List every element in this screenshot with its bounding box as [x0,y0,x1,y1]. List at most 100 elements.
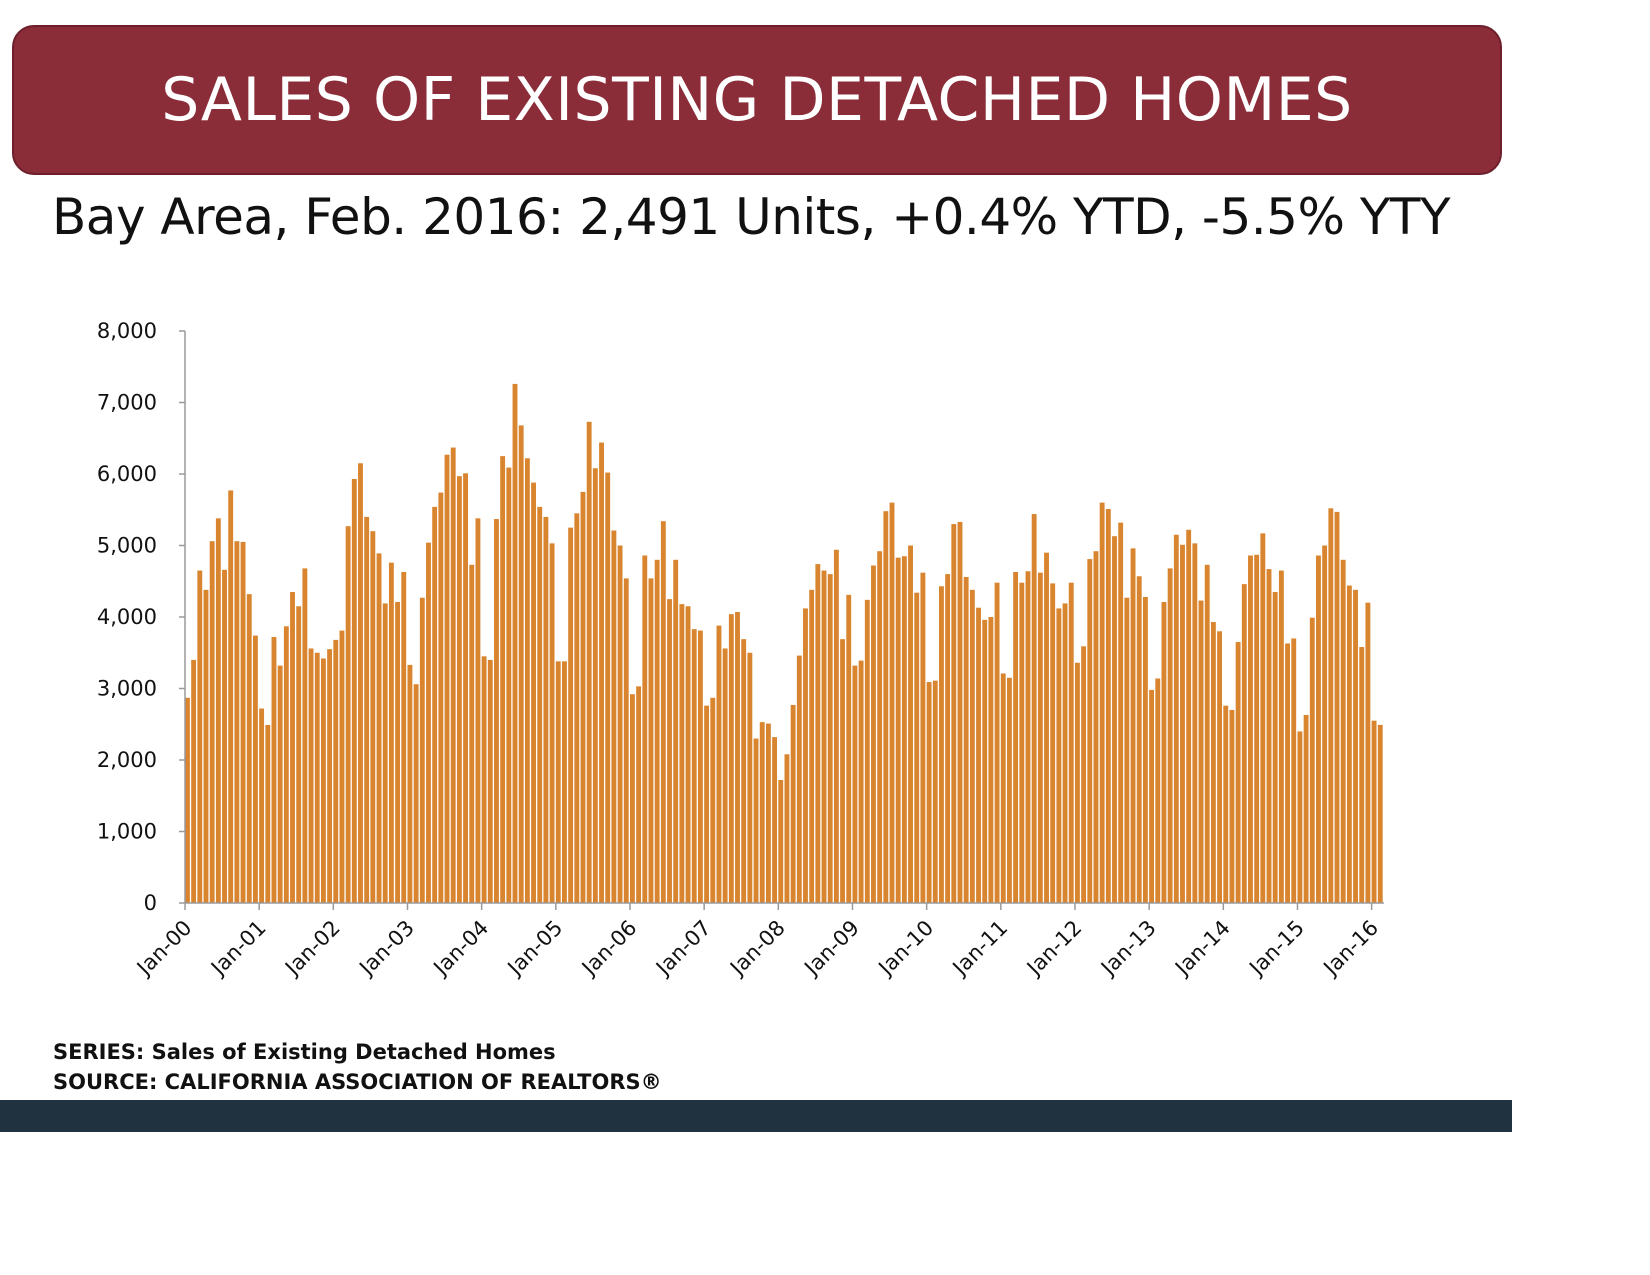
bar-Jun-14 [1254,554,1260,903]
bar-Dec-03 [475,518,481,903]
bar-Jun-09 [883,511,889,903]
x-tick-label: Jan-02 [279,916,345,982]
bar-Apr-14 [1241,584,1247,903]
source-note: SOURCE: CALIFORNIA ASSOCIATION OF REALTO… [53,1070,662,1094]
bar-Mar-10 [939,586,944,903]
bar-Apr-05 [574,513,580,903]
bar-Oct-15 [1353,589,1358,903]
bar-Jun-12 [1105,509,1111,903]
bar-Oct-05 [611,530,617,903]
bar-Mar-08 [790,704,796,903]
bar-Nov-04 [543,516,549,903]
bar-Mar-03 [419,597,425,903]
series-note: SERIES: Sales of Existing Detached Homes [53,1040,556,1064]
x-tick-label: Jan-01 [205,916,271,982]
bar-Oct-08 [833,549,839,903]
bar-Oct-02 [388,562,394,903]
bar-Apr-12 [1093,551,1099,903]
bar-Jul-08 [815,564,821,903]
x-tick-label: Jan-10 [873,916,939,982]
bar-Aug-05 [599,442,604,903]
bar-Feb-12 [1081,646,1087,903]
bar-Sep-00 [234,541,240,903]
y-tick-label: 4,000 [97,605,157,629]
x-tick-label: Jan-08 [724,916,790,982]
bar-Aug-07 [747,652,753,903]
bar-Jun-04 [512,383,518,903]
bar-Oct-10 [982,619,988,903]
bar-Jan-01 [259,708,265,903]
bar-Jan-14 [1223,705,1229,903]
bar-Dec-15 [1365,602,1371,903]
bar-May-00 [209,541,215,903]
bar-Jan-08 [778,780,784,903]
chart-subtitle: Bay Area, Feb. 2016: 2,491 Units, +0.4% … [52,188,1451,246]
bar-Oct-03 [463,473,468,903]
bar-Feb-04 [487,659,493,903]
bar-Nov-14 [1285,643,1290,903]
bar-May-13 [1173,534,1179,903]
x-tick-label: Jan-12 [1021,916,1087,982]
bar-Jun-03 [438,492,444,903]
bar-Oct-09 [908,545,913,903]
bar-Jan-13 [1149,689,1155,903]
bar-Feb-06 [636,686,642,903]
x-tick-label: Jan-07 [650,916,716,982]
bar-Oct-11 [1056,608,1062,903]
bar-Apr-11 [1019,582,1025,903]
bar-Aug-08 [821,570,827,903]
bar-Sep-10 [976,607,981,903]
bar-Oct-00 [240,541,246,903]
bar-Jun-02 [364,516,370,903]
bar-Sep-07 [753,738,759,903]
bar-Dec-01 [327,649,333,903]
bar-Mar-09 [864,599,870,903]
bar-Feb-15 [1303,714,1309,903]
bar-Aug-13 [1192,543,1198,903]
bar-Sep-12 [1124,597,1130,903]
bar-Aug-01 [302,568,308,903]
bar-Oct-01 [314,652,320,903]
bar-Aug-15 [1340,559,1346,903]
footer-bar [0,1100,1512,1132]
bar-Dec-07 [772,737,778,903]
bar-May-12 [1099,502,1105,903]
bar-Nov-09 [914,592,920,903]
bar-Jan-02 [333,639,339,903]
bar-Mar-01 [271,637,277,903]
bar-Mar-11 [1013,571,1019,903]
bar-May-11 [1025,571,1031,903]
bar-Jun-06 [660,521,666,903]
bar-Jun-15 [1328,508,1334,903]
bar-Oct-07 [759,722,765,903]
bar-Jul-13 [1186,529,1192,903]
bar-Aug-12 [1118,522,1124,903]
bar-Jun-07 [735,612,740,903]
bar-Sep-11 [1050,583,1056,903]
bar-Jan-04 [481,656,487,903]
x-tick-label: Jan-13 [1095,916,1161,982]
bar-May-06 [654,559,660,903]
bar-Nov-01 [320,658,326,903]
bar-Oct-04 [537,506,543,903]
bar-Aug-00 [228,490,234,903]
bar-Mar-00 [197,570,203,903]
bar-Jan-16 [1371,720,1377,903]
y-tick-label: 2,000 [97,748,157,772]
bar-Nov-12 [1136,576,1142,903]
bar-May-04 [506,467,512,903]
bar-Jan-09 [852,665,858,903]
bar-Apr-08 [796,655,802,903]
bar-Apr-02 [351,479,357,903]
bar-Jan-07 [704,705,710,903]
bar-Mar-07 [716,625,722,903]
bar-Jan-12 [1074,662,1080,903]
bar-Sep-03 [456,476,462,903]
bar-May-08 [803,608,808,903]
bar-Feb-03 [413,684,419,903]
bar-Sep-01 [308,648,314,903]
bar-Jan-15 [1297,731,1303,903]
bar-Jul-06 [667,599,672,904]
bar-Mar-12 [1087,559,1093,903]
bar-Feb-09 [858,660,864,903]
